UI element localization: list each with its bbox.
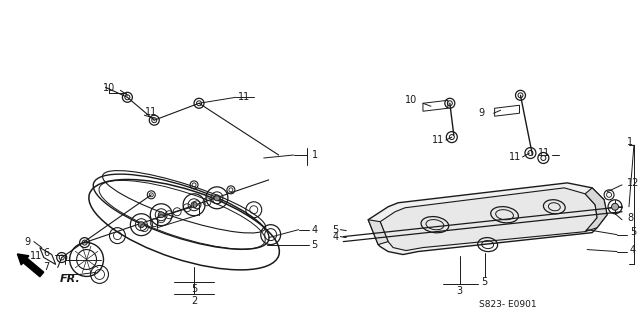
Text: 11: 11 (145, 107, 157, 117)
Text: 4: 4 (312, 225, 317, 235)
Polygon shape (585, 188, 607, 232)
Circle shape (214, 195, 220, 201)
Text: 5: 5 (332, 225, 339, 235)
Text: 9: 9 (25, 236, 31, 247)
Text: 5: 5 (191, 284, 197, 294)
Text: 11: 11 (29, 250, 42, 261)
Text: 1: 1 (627, 137, 633, 147)
Text: 8: 8 (627, 213, 633, 223)
Text: 5: 5 (481, 277, 488, 288)
Text: 5: 5 (630, 227, 636, 237)
Polygon shape (380, 188, 597, 250)
Text: 11: 11 (538, 148, 550, 158)
Text: S823- E0901: S823- E0901 (479, 300, 536, 309)
Text: 11: 11 (432, 135, 444, 145)
Text: 9: 9 (479, 108, 484, 118)
Text: 5: 5 (312, 240, 317, 249)
Circle shape (138, 222, 144, 228)
Text: FR.: FR. (60, 275, 81, 284)
Text: 11: 11 (237, 92, 250, 102)
Polygon shape (368, 183, 607, 255)
Text: 2: 2 (191, 296, 197, 306)
Text: 11: 11 (509, 152, 522, 162)
Text: 4: 4 (630, 244, 636, 255)
Polygon shape (368, 220, 388, 245)
Text: 6: 6 (44, 248, 50, 257)
FancyArrow shape (17, 254, 44, 277)
Text: 1: 1 (312, 150, 317, 160)
Text: 3: 3 (457, 286, 463, 296)
Circle shape (612, 203, 618, 210)
Text: 7: 7 (44, 262, 50, 273)
Text: 4: 4 (332, 232, 339, 242)
Text: 10: 10 (103, 83, 116, 93)
Circle shape (191, 202, 197, 208)
Text: 12: 12 (627, 178, 639, 188)
Circle shape (158, 212, 164, 218)
Text: 10: 10 (405, 95, 417, 105)
